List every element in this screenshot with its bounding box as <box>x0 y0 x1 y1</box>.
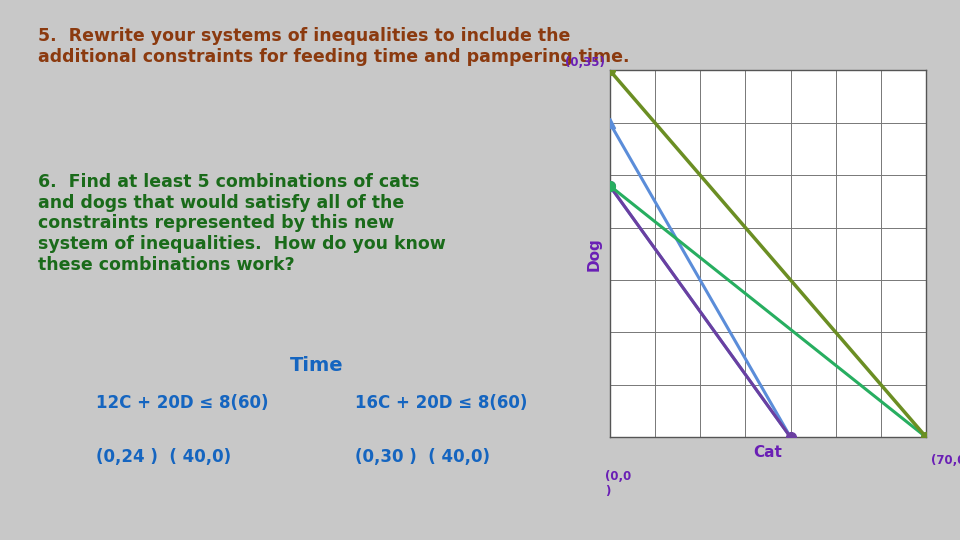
Text: 5.  Rewrite your systems of inequalities to include the
additional constraints f: 5. Rewrite your systems of inequalities … <box>38 27 630 66</box>
Text: 6.  Find at least 5 combinations of cats
and dogs that would satisfy all of the
: 6. Find at least 5 combinations of cats … <box>38 173 446 274</box>
Text: (0,30 )  ( 40,0): (0,30 ) ( 40,0) <box>355 448 491 466</box>
Text: (0,35): (0,35) <box>564 56 605 69</box>
Y-axis label: Dog: Dog <box>587 237 602 271</box>
Text: (70,0): (70,0) <box>931 454 960 467</box>
Text: (0,0
): (0,0 ) <box>605 470 631 498</box>
X-axis label: Cat: Cat <box>754 445 782 460</box>
Text: 12C + 20D ≤ 8(60): 12C + 20D ≤ 8(60) <box>96 394 269 412</box>
Text: Time: Time <box>290 356 344 375</box>
Text: 16C + 20D ≤ 8(60): 16C + 20D ≤ 8(60) <box>355 394 528 412</box>
Text: (0,24 )  ( 40,0): (0,24 ) ( 40,0) <box>96 448 231 466</box>
